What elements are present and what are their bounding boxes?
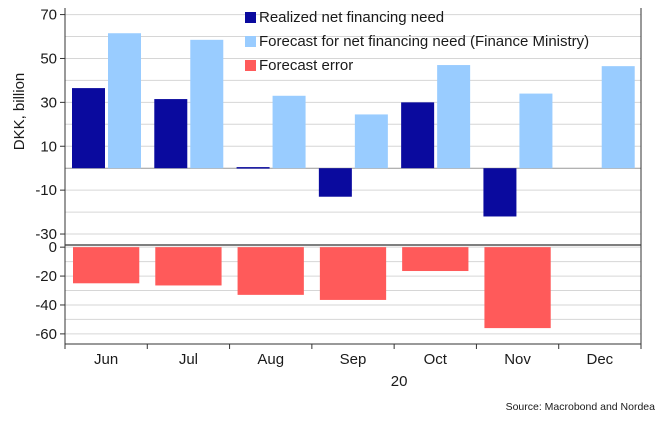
bar-realized-sep: [318, 168, 352, 197]
bar-forecast-jun: [108, 33, 141, 169]
legend: Realized net financing need Forecast for …: [245, 9, 589, 74]
bottom-panel-bars: [73, 247, 551, 329]
bar-error-oct: [402, 247, 469, 272]
bar-error-jul: [155, 247, 222, 286]
axis-ticks: 70 50 30 10 -10 -300 -20 -40 -60 Jun Jul Aug Sep Oct N…: [35, 7, 642, 368]
legend-swatch: [245, 36, 256, 47]
bar-error-sep: [319, 247, 387, 300]
x-tick-label-sep: Sep: [340, 351, 367, 368]
chart-axes: [64, 8, 642, 345]
x-axis-label: 20: [391, 373, 408, 390]
bar-forecast-nov: [519, 93, 553, 169]
x-tick-label-oct: Oct: [424, 351, 448, 368]
bar-error-aug: [237, 247, 304, 295]
bar-forecast-oct: [437, 65, 471, 169]
bar-realized-jun: [72, 88, 105, 169]
x-tick-label-aug: Aug: [257, 351, 284, 368]
y-tick-label: 70: [40, 7, 57, 24]
x-tick-label-nov: Nov: [504, 351, 531, 368]
bar-error-nov: [484, 247, 551, 329]
bar-forecast-aug: [272, 95, 306, 169]
bar-realized-nov: [483, 168, 517, 217]
bar-realized-jul: [154, 99, 188, 169]
x-tick-label-dec: Dec: [587, 351, 614, 368]
y-tick-label: -20: [35, 268, 57, 285]
y-tick-label: 50: [40, 50, 57, 67]
y-tick-label: 10: [40, 138, 57, 155]
bar-realized-aug: [236, 167, 270, 169]
bar-forecast-dec: [601, 66, 635, 169]
bar-realized-oct: [401, 102, 435, 169]
x-tick-label-jul: Jul: [179, 351, 198, 368]
legend-swatch: [245, 12, 256, 23]
bar-error-jun: [73, 247, 140, 284]
legend-label: Realized net financing need: [259, 9, 444, 26]
y-tick-label: -10: [35, 182, 57, 199]
x-tick-label-jun: Jun: [94, 351, 118, 368]
source-note: Source: Macrobond and Nordea: [506, 401, 656, 413]
bar-forecast-jul: [190, 39, 224, 169]
top-panel-bars: [72, 33, 635, 217]
y-tick-label: 0: [49, 239, 57, 256]
y-tick-label: 30: [40, 94, 57, 111]
y-tick-label: -40: [35, 297, 57, 314]
bar-forecast-sep: [354, 114, 388, 169]
y-axis-label: DKK, billion: [11, 73, 28, 151]
legend-swatch: [245, 60, 256, 71]
y-tick-label: -60: [35, 326, 57, 343]
legend-label: Forecast error: [259, 57, 353, 74]
legend-label: Forecast for net financing need (Finance…: [259, 33, 589, 50]
y-tick-label: -30: [35, 226, 57, 243]
